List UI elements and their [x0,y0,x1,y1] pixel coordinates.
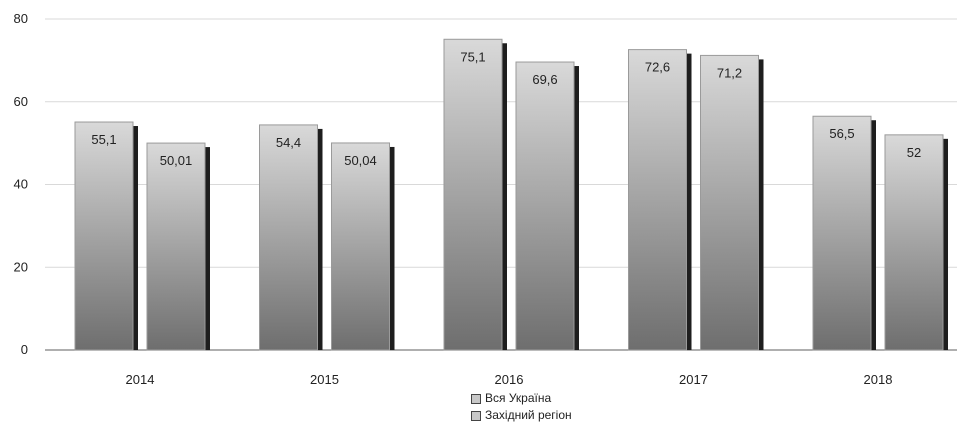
data-label: 54,4 [276,135,301,150]
y-tick-label: 20 [14,259,28,274]
bar [515,61,575,351]
bar [884,134,944,351]
y-tick-label: 80 [14,11,28,26]
y-tick-label: 0 [21,342,28,357]
legend-label: Західний регіон [485,408,572,422]
y-tick-label: 60 [14,94,28,109]
bar [700,54,759,351]
data-label: 50,01 [160,153,193,168]
bar [443,38,503,351]
x-tick-label: 2017 [679,372,708,387]
data-label: 72,6 [645,60,670,75]
legend-label: Вся Україна [485,391,552,405]
x-tick-label: 2016 [495,372,524,387]
bar [331,142,390,351]
bar [74,121,134,351]
bar [146,142,206,351]
data-label: 50,04 [344,153,377,168]
x-tick-label: 2018 [864,372,893,387]
x-tick-label: 2014 [126,372,155,387]
data-label: 56,5 [829,126,854,141]
x-tick-label: 2015 [310,372,339,387]
legend-swatch [471,393,481,404]
data-label: 75,1 [460,49,485,64]
legend-item-western-region: Західний регіон [471,407,572,424]
data-label: 69,6 [532,72,557,87]
legend-item-all-ukraine: Вся Україна [471,390,572,407]
y-tick-label: 40 [14,177,28,192]
data-label: 71,2 [717,65,742,80]
bar [628,49,687,351]
legend: Вся Україна Західний регіон [471,390,572,424]
bar [812,115,872,351]
legend-swatch [471,410,481,421]
data-label: 55,1 [91,132,116,147]
bar [259,124,318,351]
data-label: 52 [907,145,921,160]
